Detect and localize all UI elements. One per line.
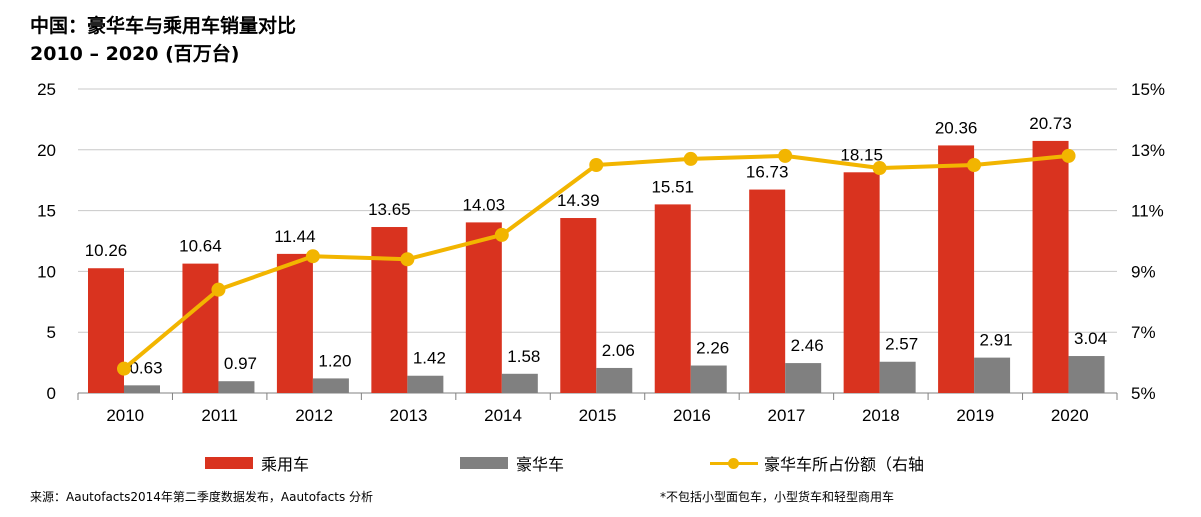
y-tick-label: 0 [47,384,56,403]
x-tick-label: 2020 [1051,406,1089,425]
data-label-passenger: 18.15 [840,145,883,164]
bar-luxury [312,378,349,393]
bar-luxury [501,373,538,393]
x-tick-label: 2015 [579,406,617,425]
share-point [305,249,320,264]
data-label-luxury: 2.26 [696,339,729,358]
chart-canvas: 0 5% 5 7% 10 9% 15 11% 20 13% 25 15% 10.26 10.64 11.44… [37,80,1165,425]
data-label-luxury: 3.04 [1074,329,1107,348]
legend-item-luxury: 豪华车 [460,451,564,475]
data-label-luxury: 2.46 [791,336,824,355]
x-tick-label: 2014 [484,406,522,425]
bar-luxury [785,363,822,393]
y2-tick-label: 11% [1131,202,1164,221]
share-point [117,361,131,376]
y-tick-label: 10 [37,262,56,281]
data-label-passenger: 20.36 [935,118,978,137]
x-tick-label: 2010 [106,406,144,425]
data-label-passenger: 20.73 [1029,114,1072,133]
source-note: 来源：Aautofacts2014年第二季度数据发布，Aautofacts 分析 [30,490,374,504]
share-point [211,282,226,297]
bar-passenger [654,204,691,393]
bar-luxury [596,367,633,393]
data-label-passenger: 14.03 [463,195,506,214]
data-label-passenger: 11.44 [274,227,315,246]
chart-title: 中国：豪华车与乘用车销量对比 2010 – 2020 (百万台) [30,12,296,68]
legend-swatch-luxury [460,457,508,469]
y2-tick-label: 9% [1131,262,1156,281]
share-point [1061,148,1076,163]
bar-luxury [974,357,1011,393]
legend-item-share: 豪华车所占份额（右轴 [710,451,924,475]
legend-swatch-share [710,457,758,469]
data-label-passenger: 10.26 [85,241,128,260]
bar-passenger [938,145,975,393]
y2-tick-label: 7% [1131,323,1156,342]
data-label-passenger: 10.64 [179,237,222,256]
share-point [967,158,982,172]
bar-luxury [407,375,444,393]
y-tick-label: 5 [47,323,56,342]
data-label-passenger: 13.65 [368,200,411,219]
data-label-passenger: 14.39 [557,191,600,210]
bar-passenger [88,268,124,393]
share-point [589,158,604,172]
y2-tick-label: 13% [1131,141,1165,160]
data-label-luxury: 2.06 [602,341,635,360]
bar-passenger [182,263,219,393]
bar-passenger [1032,140,1069,393]
data-label-luxury: 2.91 [980,331,1013,350]
bar-passenger [465,222,502,393]
data-label-luxury: 1.58 [507,347,540,366]
x-tick-label: 2019 [956,406,994,425]
x-tick-label: 2012 [295,406,333,425]
x-tick-label: 2016 [673,406,711,425]
y-tick-label: 20 [37,141,56,160]
bar-passenger [749,189,786,393]
data-label-luxury: 0.63 [129,358,162,377]
data-label-luxury: 2.57 [885,335,918,354]
legend-swatch-passenger [205,457,253,469]
legend-label-share: 豪华车所占份额（右轴 [764,455,925,474]
x-tick-label: 2017 [767,406,805,425]
x-tick-label: 2011 [201,406,238,425]
legend-label-passenger: 乘用车 [261,455,310,474]
bar-passenger [560,218,597,393]
title-line-2: 2010 – 2020 (百万台) [30,43,240,65]
bar-passenger [843,172,880,393]
x-tick-label: 2013 [390,406,428,425]
bar-luxury [124,385,160,393]
share-point [683,151,698,166]
data-label-luxury: 1.42 [413,349,446,368]
x-tick-label: 2018 [862,406,900,425]
footnote: *不包括小型面包车，小型货车和轻型商用车 [660,490,895,504]
data-label-luxury: 0.97 [224,354,257,373]
title-line-1: 中国：豪华车与乘用车销量对比 [30,15,297,37]
bar-passenger [276,253,313,393]
share-point [494,227,509,242]
share-point [778,148,793,163]
data-label-passenger: 15.51 [651,177,694,196]
bar-passenger [371,227,408,393]
y2-tick-label: 5% [1131,384,1156,403]
legend-item-passenger: 乘用车 [205,451,309,475]
y2-tick-label: 15% [1131,80,1165,99]
y-tick-label: 15 [37,202,56,221]
legend-label-luxury: 豪华车 [516,455,565,474]
data-label-luxury: 1.20 [318,351,351,370]
bar-luxury [690,365,727,393]
data-label-passenger: 16.73 [746,163,789,182]
share-point [400,252,415,267]
bar-luxury [879,361,916,393]
bar-luxury [1068,356,1105,393]
bar-luxury [218,381,255,393]
y-tick-label: 25 [37,80,56,99]
share-point [872,161,887,176]
